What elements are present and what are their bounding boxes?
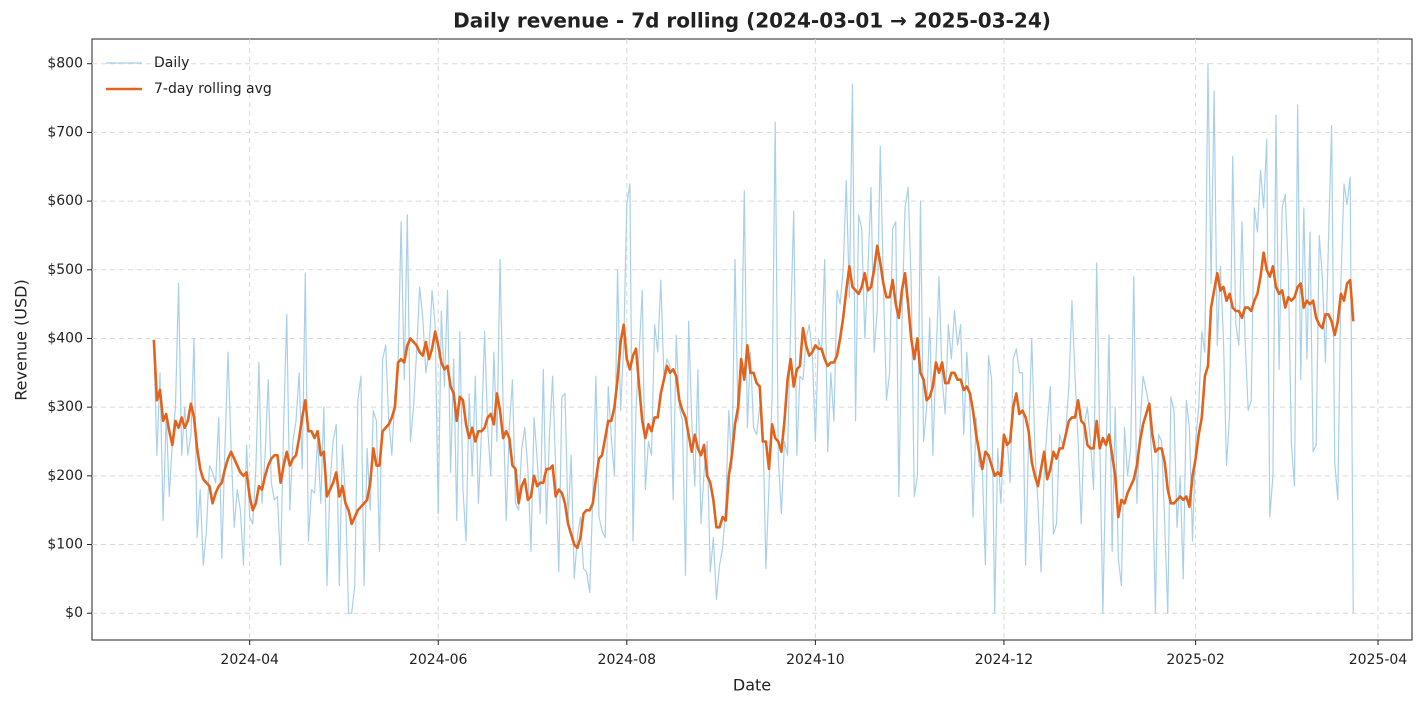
y-tick-label: $800 [47, 56, 83, 72]
plot-frame [91, 38, 1413, 641]
x-tick-label: 2025-04 [1349, 652, 1408, 668]
y-tick-label: $300 [47, 399, 83, 415]
x-tick-label: 2025-02 [1166, 652, 1225, 668]
chart-title: Daily revenue - 7d rolling (2024-03-01 →… [453, 9, 1051, 33]
x-tick-label: 2024-06 [409, 652, 468, 668]
y-tick-label: $700 [47, 124, 83, 140]
y-axis-label: Revenue (USD) [12, 279, 31, 400]
y-tick-label: $400 [47, 330, 83, 346]
series-line [153, 63, 1354, 614]
x-axis-label: Date [733, 676, 771, 695]
x-tick-label: 2024-04 [220, 652, 279, 668]
legend-label: Daily [154, 55, 189, 71]
x-tick-label: 2024-12 [975, 652, 1034, 668]
legend-label: 7-day rolling avg [154, 81, 272, 97]
y-tick-label: $0 [65, 605, 83, 621]
x-tick-label: 2024-10 [786, 652, 845, 668]
x-tick-label: 2024-08 [598, 652, 657, 668]
y-tick-label: $100 [47, 537, 83, 553]
y-tick-label: $200 [47, 468, 83, 484]
y-tick-label: $600 [47, 193, 83, 209]
series-line [152, 244, 1355, 550]
y-tick-label: $500 [47, 262, 83, 278]
